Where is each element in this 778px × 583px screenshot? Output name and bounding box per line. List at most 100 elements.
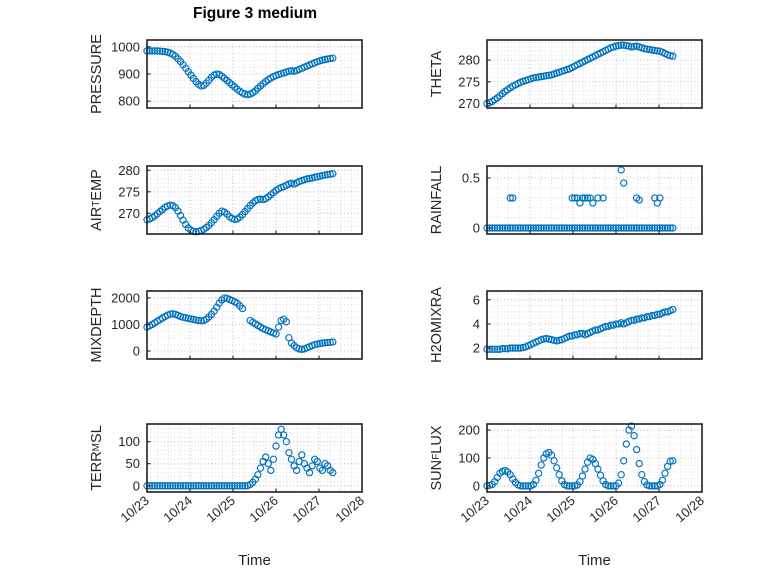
data-point <box>620 179 628 187</box>
data-point <box>609 224 618 232</box>
data-point <box>653 224 661 232</box>
data-point <box>558 224 566 232</box>
data-point <box>192 228 200 236</box>
svg-text:2: 2 <box>473 341 480 356</box>
data-point <box>509 344 517 352</box>
tick-marks <box>486 177 703 234</box>
data-point <box>197 317 205 325</box>
data-point <box>638 471 646 479</box>
data-point <box>514 224 522 232</box>
data-point <box>532 73 540 82</box>
data-point <box>612 320 620 328</box>
svg-text:0: 0 <box>473 221 480 236</box>
data-point <box>254 471 262 479</box>
data-point <box>602 322 610 331</box>
data-point <box>488 345 496 353</box>
data-point <box>166 310 174 318</box>
data-point <box>648 46 656 54</box>
data-point <box>651 46 659 55</box>
svg-text:10/23: 10/23 <box>117 493 152 525</box>
data-point <box>305 174 314 183</box>
data-point <box>545 224 553 232</box>
data-point <box>666 52 674 60</box>
plot-canvas-pressure: 800 900 1000 <box>111 39 363 109</box>
data-point <box>622 42 630 50</box>
data-point <box>669 457 677 465</box>
data-point <box>318 171 327 180</box>
data-point <box>516 482 525 490</box>
data-point <box>308 462 316 470</box>
data-point <box>586 224 594 232</box>
data-point <box>269 455 278 463</box>
data-point <box>638 314 646 322</box>
data-point <box>540 224 548 232</box>
data-point <box>326 54 334 63</box>
data-point <box>599 194 607 202</box>
data-point <box>553 464 561 472</box>
tick-marks <box>146 46 363 108</box>
data-point <box>645 224 654 232</box>
data-point <box>321 339 329 347</box>
data-point <box>617 224 625 232</box>
data-point <box>550 457 558 465</box>
data-point <box>194 316 203 325</box>
tick-marks <box>486 59 703 108</box>
svg-text:270: 270 <box>458 96 480 111</box>
data-point <box>158 482 167 490</box>
data-point <box>578 224 587 232</box>
data-point <box>179 313 187 321</box>
data-point <box>187 482 195 490</box>
minor-grid <box>147 39 362 109</box>
data-point <box>184 482 192 490</box>
data-point <box>534 224 543 232</box>
plot-canvas-rainfall: 00.5 <box>462 165 703 236</box>
svg-text:100: 100 <box>118 434 140 449</box>
data-point <box>591 326 600 334</box>
data-point <box>529 74 538 82</box>
data-point <box>511 344 520 352</box>
data-point <box>254 195 262 204</box>
minor-grid <box>487 291 702 359</box>
data-point <box>151 47 159 55</box>
data-point <box>509 224 517 232</box>
data-point <box>323 338 332 347</box>
data-point <box>516 224 525 232</box>
svg-text:270: 270 <box>118 206 140 221</box>
data-point <box>555 471 563 479</box>
markers <box>143 170 337 236</box>
data-point <box>669 52 677 60</box>
data-point <box>643 313 651 321</box>
data-point <box>256 195 265 203</box>
data-point <box>153 47 161 55</box>
data-point <box>202 482 210 490</box>
data-point <box>267 466 275 475</box>
data-point <box>220 482 229 490</box>
data-point <box>653 310 661 318</box>
tick-marks <box>146 441 363 492</box>
data-point <box>218 482 226 490</box>
markers <box>143 294 337 354</box>
data-point <box>571 224 579 232</box>
data-point <box>578 194 587 202</box>
data-point <box>313 340 321 348</box>
svg-text:0: 0 <box>133 344 140 359</box>
data-point <box>622 440 630 448</box>
markers <box>143 425 337 490</box>
data-point <box>560 224 569 232</box>
plot-canvas-h2omixra: 2 4 6 <box>473 290 703 360</box>
data-point <box>553 224 561 232</box>
data-point <box>323 55 332 63</box>
data-point <box>565 224 574 232</box>
markers <box>483 422 677 490</box>
data-point <box>210 482 218 490</box>
data-point <box>182 482 190 490</box>
data-point <box>532 476 540 484</box>
svg-text:0.5: 0.5 <box>462 171 480 186</box>
y-tick-labels: 800 900 1000 <box>111 39 140 108</box>
markers <box>143 47 337 99</box>
minor-grid <box>147 423 362 492</box>
data-point <box>491 345 499 353</box>
data-point <box>571 331 579 339</box>
y-tick-labels: 270 275 280 <box>458 53 480 112</box>
data-point <box>238 304 247 313</box>
